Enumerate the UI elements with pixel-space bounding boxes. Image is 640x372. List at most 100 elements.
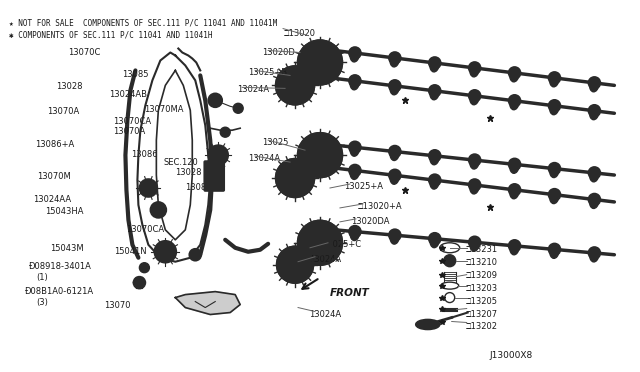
Text: 13025: 13025 [262,138,289,147]
Ellipse shape [430,86,439,100]
Circle shape [389,80,401,92]
Text: 15043M: 15043M [51,244,84,253]
Text: 13025+B: 13025+B [248,68,287,77]
Circle shape [548,189,561,201]
Text: 13070C: 13070C [68,48,101,57]
Circle shape [349,141,361,153]
Ellipse shape [350,48,359,62]
Text: ℶ13020: ℶ13020 [283,29,315,38]
Text: J13000X8: J13000X8 [490,352,533,360]
Circle shape [389,229,401,241]
Text: ℶ13205: ℶ13205 [465,296,497,305]
Text: 13070A: 13070A [47,107,79,116]
Text: ℶ13209: ℶ13209 [465,271,497,280]
Ellipse shape [390,53,399,67]
Circle shape [468,236,481,248]
Text: 13070MA: 13070MA [145,105,184,114]
Text: 13020DA: 13020DA [351,217,389,226]
Ellipse shape [589,168,598,182]
Circle shape [509,158,520,170]
Ellipse shape [350,142,359,156]
Ellipse shape [589,78,598,92]
Text: SEC.120: SEC.120 [163,158,198,167]
Circle shape [429,233,441,245]
Ellipse shape [430,151,439,165]
Circle shape [468,179,481,191]
Text: 13028: 13028 [56,82,83,92]
Circle shape [285,255,305,275]
Polygon shape [175,292,240,314]
Text: 13070CA: 13070CA [113,117,152,126]
FancyBboxPatch shape [204,161,224,191]
Circle shape [276,67,314,104]
Circle shape [588,77,600,89]
Ellipse shape [430,175,439,189]
Circle shape [276,159,314,197]
Ellipse shape [550,101,559,115]
Ellipse shape [350,76,359,90]
Ellipse shape [589,195,598,208]
Circle shape [389,52,401,64]
Circle shape [468,90,481,102]
Circle shape [588,167,600,179]
Circle shape [298,133,342,177]
Text: FRONT: FRONT [330,288,370,298]
Ellipse shape [390,170,399,184]
Circle shape [548,243,561,256]
Circle shape [548,100,561,112]
Circle shape [548,72,561,84]
Circle shape [277,247,313,283]
Circle shape [298,221,342,265]
Text: 13020D: 13020D [262,48,295,57]
Circle shape [285,168,305,189]
Circle shape [154,241,176,263]
Ellipse shape [510,68,519,82]
Circle shape [298,41,342,84]
Circle shape [308,231,332,255]
Ellipse shape [430,58,439,72]
Text: ℶ13202: ℶ13202 [465,323,497,331]
Text: 15041N: 15041N [115,247,147,256]
Circle shape [349,47,361,59]
Circle shape [509,184,520,196]
Text: ℶ13207: ℶ13207 [465,310,497,318]
Text: ★ NOT FOR SALE  COMPONENTS OF SEC.111 P/C 11041 AND 11041M: ★ NOT FOR SALE COMPONENTS OF SEC.111 P/C… [9,19,277,28]
Ellipse shape [390,147,399,160]
Circle shape [308,143,332,167]
Ellipse shape [510,241,519,255]
Text: 15043HA: 15043HA [45,207,83,216]
Circle shape [349,226,361,238]
Circle shape [509,240,520,252]
Text: ℶ13203: ℶ13203 [465,283,497,293]
Circle shape [285,75,305,96]
Circle shape [468,154,481,166]
Circle shape [140,179,157,197]
Circle shape [349,164,361,176]
Ellipse shape [350,166,359,179]
Text: 13086+A: 13086+A [35,140,74,149]
Circle shape [429,57,441,69]
Text: 13085: 13085 [122,70,149,80]
Text: ℶ13231: ℶ13231 [465,245,497,254]
Ellipse shape [589,106,598,120]
Ellipse shape [550,164,559,177]
Circle shape [429,85,441,97]
Text: 13024A: 13024A [237,86,269,94]
Ellipse shape [510,159,519,173]
Text: 13024AB: 13024AB [109,90,147,99]
Text: (1): (1) [36,273,49,282]
Circle shape [208,145,228,165]
Circle shape [389,145,401,157]
Text: Ð08918-3401A: Ð08918-3401A [29,262,92,271]
Circle shape [588,193,600,205]
Ellipse shape [510,96,519,110]
Circle shape [308,51,332,74]
Ellipse shape [550,73,559,87]
Text: 13070CA: 13070CA [127,225,164,234]
Ellipse shape [390,81,399,95]
Ellipse shape [430,234,439,248]
Text: 13070M: 13070M [36,172,70,181]
Ellipse shape [390,230,399,244]
Text: (3): (3) [36,298,49,307]
Circle shape [389,169,401,181]
